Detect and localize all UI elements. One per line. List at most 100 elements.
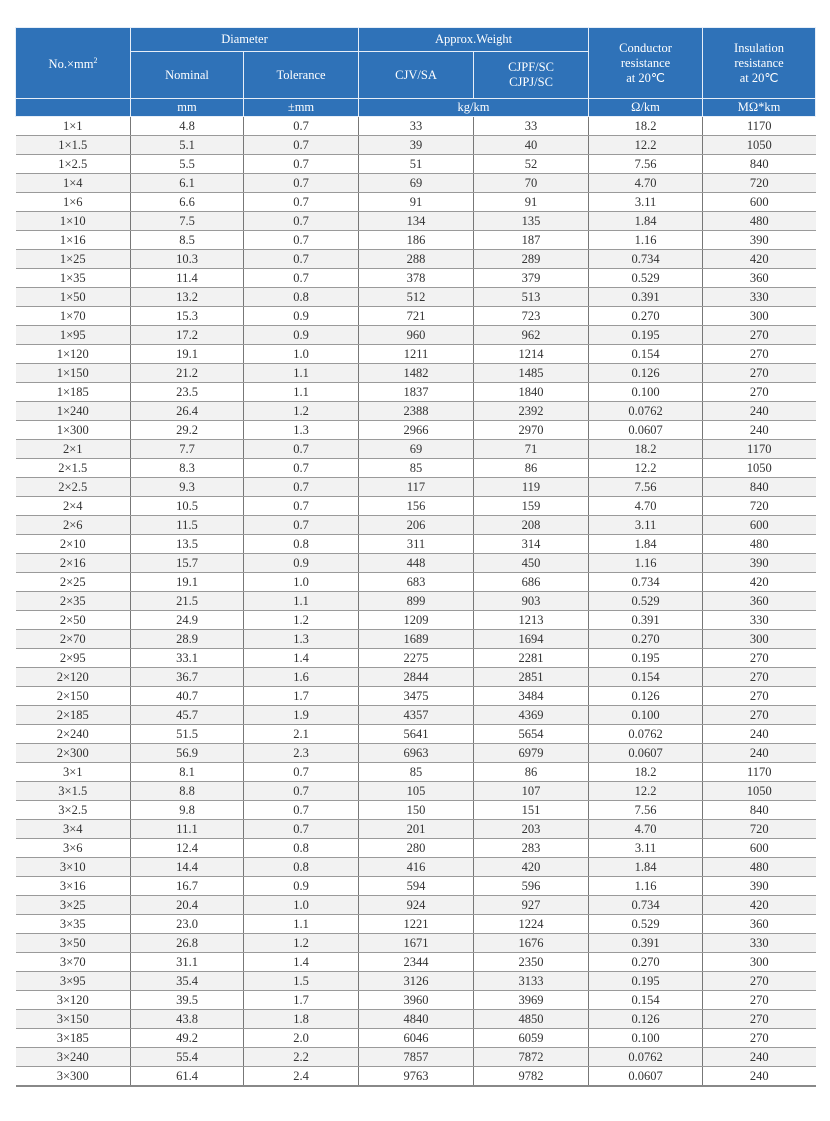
table-cell: 7857 [358,1047,474,1067]
table-row: 2×1 7.7 0.7 69 71 18.2 1170 [15,439,816,459]
table-row: 1×150 21.2 1.1 1482 1485 0.126 270 [15,363,816,383]
table-cell: 289 [473,249,589,269]
table-cell: 18.2 [588,439,703,459]
table-cell: 270 [702,325,816,345]
table-cell: 0.0607 [588,1066,703,1087]
table-cell: 721 [358,306,474,326]
table-cell: 240 [702,1066,816,1087]
table-cell: 203 [473,819,589,839]
header-cjpf-cjpj: CJPF/SC CJPJ/SC [473,51,590,99]
table-cell: 0.7 [242,154,359,174]
table-row: 3×2.5 9.8 0.7 150 151 7.56 840 [15,800,816,820]
table-row: 1×1 4.8 0.7 33 33 18.2 1170 [15,116,816,136]
table-row: 2×120 36.7 1.6 2844 2851 0.154 270 [15,667,816,687]
table-cell: 1×95 [15,325,131,345]
table-cell: 0.100 [588,1028,703,1048]
table-cell: 360 [702,914,816,934]
table-cell: 7872 [473,1047,589,1067]
table-cell: 3133 [473,971,589,991]
table-row: 3×50 26.8 1.2 1671 1676 0.391 330 [15,933,816,953]
table-cell: 3×10 [15,857,131,877]
table-cell: 2×95 [15,648,131,668]
table-cell: 1×1 [15,116,131,136]
table-cell: 19.1 [130,344,244,364]
table-cell: 6059 [473,1028,589,1048]
table-cell: 1×70 [15,306,131,326]
table-cell: 13.5 [130,534,244,554]
table-cell: 2×16 [15,553,131,573]
table-cell: 3.11 [588,838,703,858]
table-cell: 1.2 [242,610,359,630]
table-row: 2×10 13.5 0.8 311 314 1.84 480 [15,534,816,554]
table-cell: 0.195 [588,648,703,668]
table-cell: 12.2 [588,135,703,155]
table-cell: 1.16 [588,876,703,896]
table-cell: 6.1 [130,173,244,193]
table-cell: 6046 [358,1028,474,1048]
table-cell: 450 [473,553,589,573]
table-cell: 2966 [358,420,474,440]
table-cell: 0.734 [588,249,703,269]
table-cell: 2×120 [15,667,131,687]
table-cell: 3×70 [15,952,131,972]
table-cell: 36.7 [130,667,244,687]
table-cell: 5654 [473,724,589,744]
table-cell: 0.9 [242,306,359,326]
table-cell: 0.154 [588,344,703,364]
table-cell: 18.2 [588,116,703,136]
table-row: 2×16 15.7 0.9 448 450 1.16 390 [15,553,816,573]
table-row: 1×95 17.2 0.9 960 962 0.195 270 [15,325,816,345]
table-cell: 0.9 [242,553,359,573]
table-cell: 15.3 [130,306,244,326]
table-row: 1×185 23.5 1.1 1837 1840 0.100 270 [15,382,816,402]
table-cell: 3×300 [15,1066,131,1087]
table-cell: 2844 [358,667,474,687]
table-cell: 0.0762 [588,401,703,421]
table-cell: 1214 [473,344,589,364]
table-cell: 594 [358,876,474,896]
table-cell: 49.2 [130,1028,244,1048]
table-cell: 600 [702,838,816,858]
table-cell: 1.2 [242,933,359,953]
table-cell: 0.270 [588,629,703,649]
table-cell: 840 [702,477,816,497]
table-cell: 7.5 [130,211,244,231]
table-cell: 19.1 [130,572,244,592]
table-row: 1×50 13.2 0.8 512 513 0.391 330 [15,287,816,307]
table-cell: 1676 [473,933,589,953]
table-cell: 2×35 [15,591,131,611]
table-cell: 5641 [358,724,474,744]
table-cell: 0.100 [588,705,703,725]
table-cell: 2851 [473,667,589,687]
table-cell: 1×50 [15,287,131,307]
table-cell: 1.2 [242,401,359,421]
table-cell: 13.2 [130,287,244,307]
table-cell: 1×300 [15,420,131,440]
table-cell: 4357 [358,705,474,725]
table-row: 3×1 8.1 0.7 85 86 18.2 1170 [15,762,816,782]
table-cell: 1.9 [242,705,359,725]
table-cell: 2×6 [15,515,131,535]
table-cell: 600 [702,515,816,535]
header-unit-tol: ±mm [242,98,360,117]
table-cell: 3×1 [15,762,131,782]
table-cell: 134 [358,211,474,231]
table-cell: 3.11 [588,192,703,212]
table-cell: 1.5 [242,971,359,991]
table-cell: 91 [358,192,474,212]
table-cell: 0.9 [242,876,359,896]
header-nominal: Nominal [130,51,244,99]
table-cell: 1.16 [588,230,703,250]
table-cell: 3960 [358,990,474,1010]
table-cell: 2×50 [15,610,131,630]
table-cell: 105 [358,781,474,801]
table-cell: 3×1.5 [15,781,131,801]
table-cell: 0.734 [588,572,703,592]
table-cell: 330 [702,933,816,953]
table-cell: 2×10 [15,534,131,554]
table-cell: 3×2.5 [15,800,131,820]
table-cell: 2.2 [242,1047,359,1067]
table-row: 3×35 23.0 1.1 1221 1224 0.529 360 [15,914,816,934]
table-cell: 0.734 [588,895,703,915]
table-cell: 2×185 [15,705,131,725]
